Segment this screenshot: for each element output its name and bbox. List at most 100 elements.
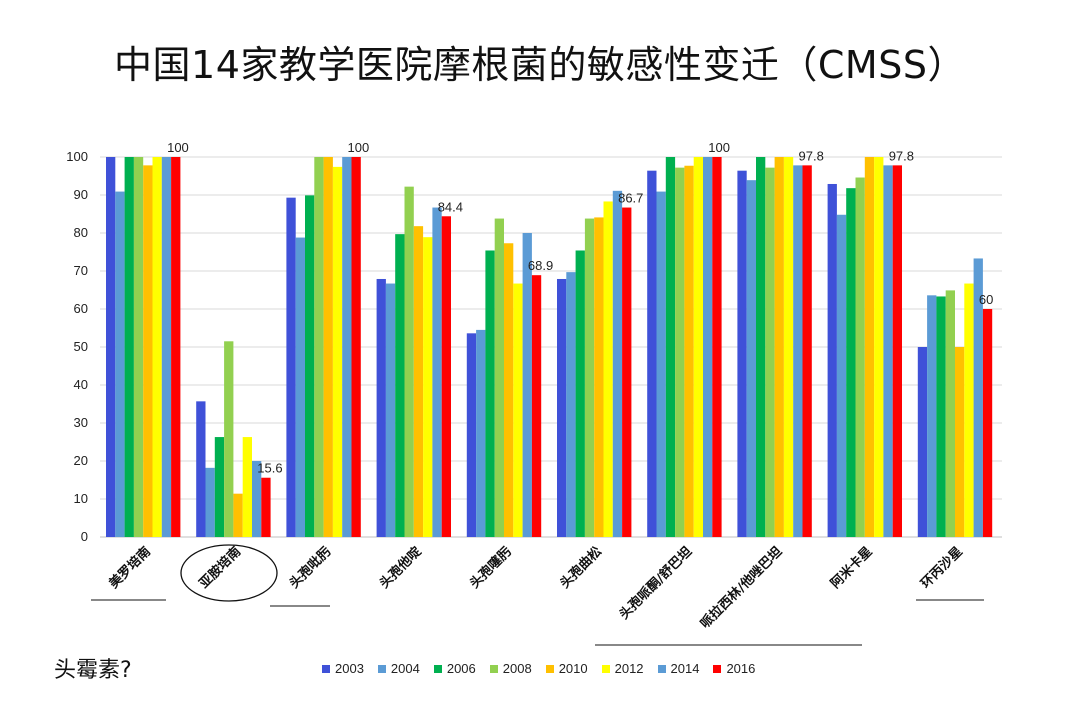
data-label: 100: [708, 140, 730, 155]
bar-2014-4: [522, 233, 532, 537]
bar-2010-5: [594, 217, 604, 538]
bar-2008-3: [404, 186, 414, 537]
bar-2003-0: [106, 157, 116, 537]
legend-item: 2006: [433, 661, 476, 676]
data-label: 97.8: [889, 148, 914, 163]
bar-2014-6: [703, 157, 713, 537]
x-tick-label: 哌拉西林/他唑巴坦: [697, 544, 785, 632]
y-tick-label: 90: [74, 187, 88, 202]
legend-item: 2010: [545, 661, 588, 676]
x-tick-label: 头孢噻肟: [467, 544, 515, 592]
bar-2003-6: [647, 170, 657, 537]
circle-highlight: [180, 544, 278, 602]
bar-2003-7: [737, 170, 747, 537]
data-label: 97.8: [799, 148, 824, 163]
bar-2012-8: [874, 157, 884, 537]
bar-2006-2: [305, 195, 315, 537]
data-labels: 100 15.6 100 84.4 68.9 86.7 100 97.8 97.8 60: [167, 140, 993, 476]
legend-item: 2014: [657, 661, 700, 676]
legend-swatch: [713, 664, 722, 673]
bar-2003-9: [917, 347, 928, 537]
y-tick-label: 70: [74, 263, 88, 278]
legend-swatch: [433, 664, 442, 673]
data-label: 15.6: [257, 461, 282, 476]
chart-annotations: [91, 544, 984, 646]
legend-label: 2004: [390, 661, 420, 676]
bar-2012-3: [423, 237, 433, 537]
bar-2012-7: [783, 157, 794, 537]
bar-2006-7: [756, 157, 766, 537]
bar-2008-5: [584, 218, 595, 537]
y-axis: 0 10 20 30 40 50 60 70 80 90 100: [66, 149, 88, 544]
legend-label: 2008: [502, 661, 532, 676]
bar-2003-5: [557, 278, 567, 537]
y-tick-label: 0: [81, 529, 88, 544]
data-label: 84.4: [438, 199, 463, 214]
bar-2016-8: [892, 165, 902, 538]
bar-2008-8: [855, 177, 865, 537]
bar-2006-3: [395, 234, 405, 537]
cephamycin-note: 头霉素?: [54, 658, 132, 683]
bar-2012-6: [693, 157, 703, 537]
bar-2003-2: [286, 197, 296, 537]
bar-2012-9: [964, 283, 974, 537]
data-label: 86.7: [618, 191, 643, 206]
bar-2004-1: [205, 467, 215, 537]
bar-2004-8: [836, 214, 847, 537]
bar-2012-1: [242, 437, 252, 537]
bar-2004-7: [746, 180, 756, 537]
bar-2008-6: [675, 167, 685, 537]
data-label: 100: [348, 140, 370, 155]
bar-2014-8: [883, 165, 893, 538]
bar-2010-8: [864, 157, 875, 537]
legend-label: 2014: [670, 661, 700, 676]
data-label: 60: [979, 292, 993, 307]
bar-2003-3: [376, 278, 386, 537]
legend-label: 2006: [446, 661, 476, 676]
bar-2010-7: [774, 157, 784, 537]
y-tick-label: 30: [74, 415, 88, 430]
x-tick-label: 头孢哌酮/舒巴坦: [616, 544, 695, 623]
y-tick-label: 80: [74, 225, 88, 240]
bar-2006-6: [665, 157, 676, 537]
bar-2014-5: [612, 190, 623, 537]
bar-2006-0: [124, 157, 134, 537]
bar-2010-3: [413, 226, 424, 537]
bar-2003-8: [827, 183, 837, 538]
y-tick-label: 20: [74, 453, 88, 468]
bar-2010-2: [323, 157, 333, 537]
bar-2008-0: [133, 157, 144, 537]
legend-swatch: [601, 664, 610, 673]
bar-2006-9: [936, 296, 946, 537]
bar-2014-0: [161, 157, 172, 537]
bar-2012-5: [603, 201, 613, 537]
legend-item: 2008: [489, 661, 532, 676]
x-axis: 美罗培南 亚胺培南 头孢吡肟 头孢他啶 头孢噻肟 头孢曲松 头孢哌酮/舒巴坦 哌拉西林/他唑巴…: [106, 544, 966, 632]
x-tick-label: 环丙沙星: [918, 544, 965, 591]
bar-2004-3: [385, 283, 396, 537]
legend-label: 2010: [558, 661, 588, 676]
bar-2004-9: [927, 295, 937, 537]
bar-2016-0: [171, 157, 181, 537]
bar-2008-1: [224, 341, 234, 537]
y-tick-label: 40: [74, 377, 88, 392]
legend-swatch: [489, 664, 498, 673]
legend-label: 2012: [614, 661, 644, 676]
bar-2004-4: [476, 329, 486, 537]
bar-2016-4: [531, 275, 542, 537]
bar-2012-4: [513, 283, 523, 537]
legend-swatch: [322, 664, 330, 673]
bar-2016-9: [982, 309, 993, 537]
bar-2010-6: [684, 165, 694, 538]
legend-item: 2016: [713, 661, 755, 676]
x-tick-label: 头孢吡肟: [286, 544, 334, 592]
page-title: 中国14家教学医院摩根菌的敏感性变迁（CMSS）: [114, 43, 966, 87]
bar-2016-3: [441, 216, 451, 537]
x-tick-label: 美罗培南: [106, 544, 154, 592]
chart-legend: 2003 2004 2006 2008 2010 2012 2014 2016: [322, 661, 755, 676]
legend-label: 2016: [726, 661, 756, 676]
bar-2010-9: [955, 347, 965, 537]
bar-2006-1: [214, 437, 225, 537]
bar-2016-1: [261, 477, 271, 537]
